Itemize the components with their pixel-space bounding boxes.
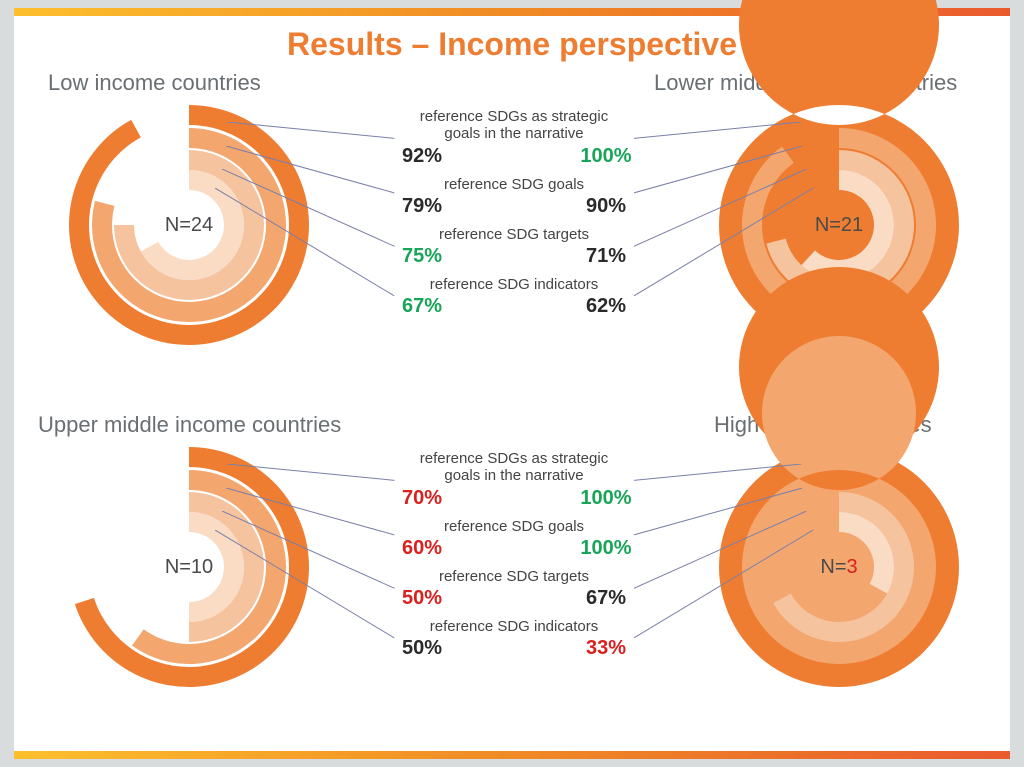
metric-label-0-3: reference SDG indicators (374, 276, 654, 293)
pct-left: 67% (392, 295, 452, 318)
pct-left: 79% (392, 195, 452, 218)
pct-row-1-2: 50% 67% (374, 587, 654, 618)
section-label-low: Low income countries (48, 70, 261, 96)
sample-size-umic: N=10 (64, 442, 314, 692)
pct-row-0-3: 67% 62% (374, 295, 654, 326)
metrics-block-0: reference SDGs as strategicgoals in the … (374, 108, 654, 326)
pct-right: 100% (576, 537, 636, 560)
donut-low: N=24 (64, 100, 314, 350)
pct-row-1-1: 60% 100% (374, 537, 654, 568)
pct-right: 33% (576, 637, 636, 660)
sample-size-high: N=3 (714, 442, 964, 692)
pct-row-1-3: 50% 33% (374, 637, 654, 668)
metric-label-1-1: reference SDG goals (374, 518, 654, 535)
pct-row-0-1: 79% 90% (374, 195, 654, 226)
donut-umic: N=10 (64, 442, 314, 692)
section-label-umic: Upper middle income countries (38, 412, 341, 438)
metric-label-1-0: reference SDGs as strategicgoals in the … (374, 450, 654, 485)
pct-row-0-2: 75% 71% (374, 245, 654, 276)
pct-right: 90% (576, 195, 636, 218)
donut-high: N=3 (714, 442, 964, 692)
pct-right: 100% (576, 487, 636, 510)
bottom-gradient-bar (14, 751, 1010, 759)
slide-frame: Results – Income perspective Low income … (14, 8, 1010, 759)
pct-left: 50% (392, 587, 452, 610)
pct-left: 70% (392, 487, 452, 510)
metric-label-1-3: reference SDG indicators (374, 618, 654, 635)
pct-right: 71% (576, 245, 636, 268)
metric-label-1-2: reference SDG targets (374, 568, 654, 585)
pct-right: 100% (576, 145, 636, 168)
pct-left: 75% (392, 245, 452, 268)
metric-label-0-0: reference SDGs as strategicgoals in the … (374, 108, 654, 143)
pct-left: 60% (392, 537, 452, 560)
pct-row-0-0: 92% 100% (374, 145, 654, 176)
pct-left: 92% (392, 145, 452, 168)
metric-label-0-2: reference SDG targets (374, 226, 654, 243)
pct-right: 67% (576, 587, 636, 610)
metric-label-0-1: reference SDG goals (374, 176, 654, 193)
metrics-block-1: reference SDGs as strategicgoals in the … (374, 450, 654, 668)
pct-left: 50% (392, 637, 452, 660)
pct-right: 62% (576, 295, 636, 318)
pct-row-1-0: 70% 100% (374, 487, 654, 518)
sample-size-low: N=24 (64, 100, 314, 350)
